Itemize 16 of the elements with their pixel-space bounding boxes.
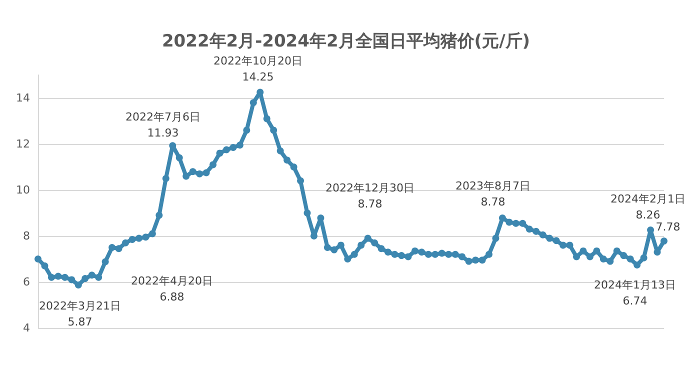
annotation: 7.78 bbox=[656, 220, 680, 234]
annotation: 2022年12月30日 8.78 bbox=[326, 182, 414, 210]
y-tick-label: 6 bbox=[23, 276, 30, 288]
annotation: 2022年10月20日 14.25 bbox=[214, 54, 302, 84]
annotation: 2022年3月21日 5.87 bbox=[39, 300, 121, 328]
y-tick-label: 14 bbox=[16, 92, 30, 104]
y-tick-label: 4 bbox=[23, 322, 30, 334]
annotation: 2023年8月7日 8.78 bbox=[456, 180, 530, 208]
annotation: 2022年4月20日 6.88 bbox=[131, 274, 213, 304]
y-tick-label: 12 bbox=[16, 138, 30, 150]
chart-title: 2022年2月-2024年2月全国日平均猪价(元/斤) bbox=[162, 32, 530, 52]
annotation: 2024年2月1日 8.26 bbox=[610, 192, 686, 222]
annotation: 2024年1月13日 6.74 bbox=[594, 278, 676, 308]
annotation: 2022年7月6日 11.93 bbox=[126, 110, 200, 140]
y-tick-label: 10 bbox=[16, 184, 30, 196]
y-tick-label: 8 bbox=[23, 230, 30, 242]
